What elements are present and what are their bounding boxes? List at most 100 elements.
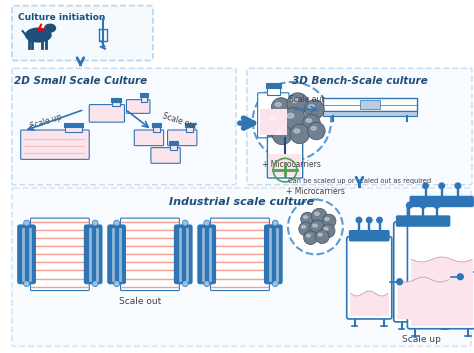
Circle shape (273, 220, 278, 226)
FancyBboxPatch shape (323, 112, 417, 116)
Ellipse shape (325, 217, 329, 220)
Ellipse shape (275, 103, 281, 107)
FancyBboxPatch shape (269, 155, 301, 176)
Circle shape (182, 281, 188, 287)
FancyBboxPatch shape (394, 222, 453, 322)
Circle shape (457, 274, 463, 280)
Circle shape (420, 203, 426, 208)
FancyBboxPatch shape (185, 123, 194, 127)
Text: + Microcarriers: + Microcarriers (286, 187, 345, 196)
FancyBboxPatch shape (266, 83, 281, 88)
FancyBboxPatch shape (120, 218, 179, 291)
FancyBboxPatch shape (323, 98, 417, 112)
Circle shape (288, 199, 343, 254)
Text: Can be scaled up or scaled out as required: Can be scaled up or scaled out as requir… (288, 178, 431, 184)
FancyBboxPatch shape (186, 126, 193, 132)
Text: Scale up: Scale up (401, 335, 440, 343)
Circle shape (271, 98, 291, 117)
Circle shape (439, 183, 445, 189)
Circle shape (273, 281, 278, 287)
Ellipse shape (311, 127, 316, 130)
Circle shape (282, 107, 306, 131)
Ellipse shape (287, 113, 294, 118)
Circle shape (273, 125, 292, 145)
Ellipse shape (276, 130, 282, 134)
FancyBboxPatch shape (89, 104, 125, 122)
FancyBboxPatch shape (64, 123, 82, 127)
Ellipse shape (306, 234, 310, 237)
Text: Industrial scale culture: Industrial scale culture (169, 197, 315, 207)
Circle shape (423, 183, 428, 189)
Circle shape (366, 217, 372, 223)
Circle shape (24, 281, 29, 287)
Circle shape (434, 203, 439, 208)
Ellipse shape (45, 24, 55, 32)
Ellipse shape (294, 129, 300, 133)
Circle shape (310, 220, 325, 236)
FancyBboxPatch shape (267, 132, 303, 139)
FancyBboxPatch shape (408, 202, 474, 329)
Circle shape (303, 114, 320, 132)
FancyBboxPatch shape (112, 101, 120, 107)
Text: Scale out: Scale out (119, 298, 161, 306)
Text: 2D Small Scale Culture: 2D Small Scale Culture (14, 76, 147, 86)
FancyBboxPatch shape (410, 197, 473, 207)
Ellipse shape (292, 98, 298, 102)
Ellipse shape (324, 227, 328, 230)
Ellipse shape (315, 212, 319, 215)
Circle shape (397, 279, 402, 285)
FancyBboxPatch shape (84, 225, 102, 284)
FancyBboxPatch shape (12, 6, 153, 60)
Circle shape (377, 217, 382, 223)
Circle shape (455, 183, 461, 189)
FancyBboxPatch shape (140, 93, 148, 97)
Circle shape (92, 281, 98, 287)
Circle shape (290, 124, 310, 144)
FancyBboxPatch shape (18, 225, 36, 284)
Text: Scale out: Scale out (162, 112, 198, 131)
FancyBboxPatch shape (30, 218, 89, 291)
Text: Scale up: Scale up (29, 113, 64, 131)
FancyBboxPatch shape (141, 96, 147, 102)
FancyBboxPatch shape (198, 225, 216, 284)
Ellipse shape (306, 119, 311, 122)
FancyBboxPatch shape (346, 237, 392, 319)
FancyBboxPatch shape (258, 93, 289, 138)
Circle shape (299, 222, 312, 236)
Circle shape (24, 220, 29, 226)
Circle shape (308, 122, 325, 140)
Circle shape (356, 217, 362, 223)
FancyBboxPatch shape (12, 68, 236, 185)
FancyBboxPatch shape (360, 100, 380, 109)
Ellipse shape (309, 104, 314, 108)
FancyBboxPatch shape (169, 141, 178, 145)
FancyBboxPatch shape (12, 188, 471, 346)
FancyBboxPatch shape (264, 225, 282, 284)
FancyBboxPatch shape (267, 137, 303, 178)
FancyBboxPatch shape (247, 68, 472, 185)
Ellipse shape (301, 226, 306, 228)
Circle shape (266, 112, 286, 131)
FancyBboxPatch shape (170, 144, 177, 150)
Circle shape (114, 281, 119, 287)
Circle shape (304, 231, 318, 245)
FancyBboxPatch shape (397, 216, 449, 226)
FancyBboxPatch shape (210, 218, 269, 291)
FancyBboxPatch shape (350, 231, 389, 241)
Circle shape (322, 214, 336, 228)
Ellipse shape (270, 116, 276, 120)
FancyBboxPatch shape (174, 225, 192, 284)
Circle shape (321, 224, 335, 238)
Circle shape (92, 220, 98, 226)
Circle shape (182, 220, 188, 226)
FancyBboxPatch shape (152, 123, 161, 127)
FancyBboxPatch shape (134, 130, 164, 146)
FancyBboxPatch shape (65, 126, 82, 132)
Circle shape (204, 281, 210, 287)
Circle shape (301, 212, 314, 226)
FancyBboxPatch shape (260, 109, 287, 135)
Circle shape (287, 93, 309, 114)
Ellipse shape (313, 224, 318, 227)
Ellipse shape (303, 216, 308, 219)
Text: Culture initiation: Culture initiation (18, 13, 105, 23)
